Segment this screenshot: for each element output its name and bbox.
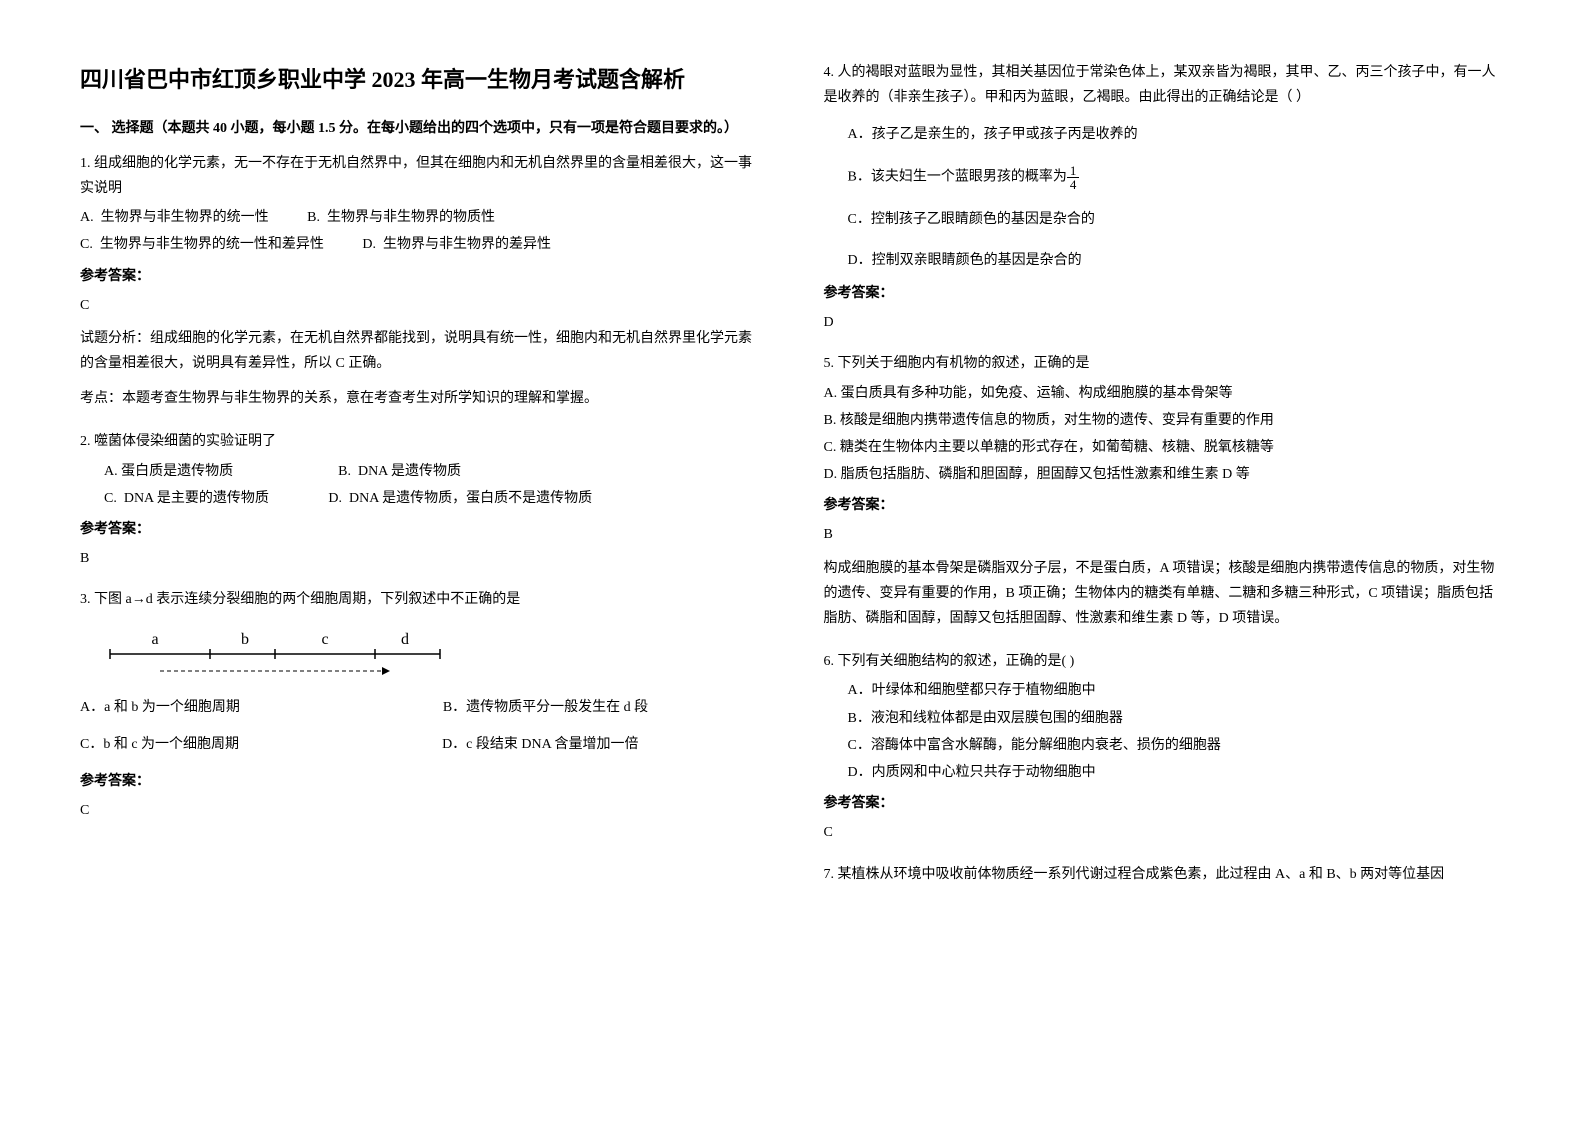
q1-explanation-2: 考点：本题考查生物界与非生物界的关系，意在考查考生对所学知识的理解和掌握。 [80,386,764,411]
left-column: 四川省巴中市红顶乡职业中学 2023 年高一生物月考试题含解析 一、 选择题（本… [80,60,764,1062]
diagram-label-c: c [321,631,328,648]
document-title: 四川省巴中市红顶乡职业中学 2023 年高一生物月考试题含解析 [80,60,764,100]
q1-optC: C. 生物界与非生物界的统一性和差异性 [80,237,324,252]
q3-row1: A．a 和 b 为一个细胞周期 B．遗传物质平分一般发生在 d 段 [80,695,764,720]
q5-answer: B [824,522,1508,547]
q4-optA: A．孩子乙是亲生的，孩子甲或孩子丙是收养的 [848,122,1508,147]
q2-text: 2. 噬菌体侵染细菌的实验证明了 [80,429,764,454]
q3-options: A．a 和 b 为一个细胞周期 B．遗传物质平分一般发生在 d 段 C．b 和 … [80,695,764,757]
q4-optB-fraction: 14 [1067,164,1080,191]
q3-optA: A．a 和 b 为一个细胞周期 [80,700,240,715]
question-5: 5. 下列关于细胞内有机物的叙述，正确的是 A. 蛋白质具有多种功能，如免疫、运… [824,351,1508,641]
q1-optB: B. 生物界与非生物界的物质性 [307,210,495,225]
q3-optD: D．c 段结束 DNA 含量增加一倍 [442,737,638,752]
q6-optA: A．叶绿体和细胞壁都只存于植物细胞中 [848,678,1508,703]
q4-optC: C．控制孩子乙眼睛颜色的基因是杂合的 [848,207,1508,232]
diagram-label-b: b [241,631,249,648]
right-column: 4. 人的褐眼对蓝眼为显性，其相关基因位于常染色体上，某双亲皆为褐眼，其甲、乙、… [824,60,1508,1062]
q5-options: A. 蛋白质具有多种功能，如免疫、运输、构成细胞膜的基本骨架等 B. 核酸是细胞… [824,381,1508,488]
q2-row2: C. DNA 是主要的遗传物质 D. DNA 是遗传物质，蛋白质不是遗传物质 [104,486,764,511]
q4-options: A．孩子乙是亲生的，孩子甲或孩子丙是收养的 B．该夫妇生一个蓝眼男孩的概率为14… [848,122,1508,273]
question-7: 7. 某植株从环境中吸收前体物质经一系列代谢过程合成紫色素，此过程由 A、a 和… [824,862,1508,891]
question-2: 2. 噬菌体侵染细菌的实验证明了 A. 蛋白质是遗传物质 B. DNA 是遗传物… [80,429,764,579]
question-3: 3. 下图 a→d 表示连续分裂细胞的两个细胞周期，下列叙述中不正确的是 a b… [80,587,764,831]
q1-explanation-1: 试题分析：组成细胞的化学元素，在无机自然界都能找到，说明具有统一性，细胞内和无机… [80,326,764,376]
q4-text: 4. 人的褐眼对蓝眼为显性，其相关基因位于常染色体上，某双亲皆为褐眼，其甲、乙、… [824,60,1508,110]
q5-optD: D. 脂质包括脂肪、磷脂和胆固醇，胆固醇又包括性激素和维生素 D 等 [824,462,1508,487]
q6-optC: C．溶酶体中富含水解酶，能分解细胞内衰老、损伤的细胞器 [848,733,1508,758]
q4-optD: D．控制双亲眼睛颜色的基因是杂合的 [848,248,1508,273]
q1-row1: A. 生物界与非生物界的统一性 B. 生物界与非生物界的物质性 [80,205,764,230]
q4-optB-pre: B．该夫妇生一个蓝眼男孩的概率为 [848,169,1067,184]
q2-optD: D. DNA 是遗传物质，蛋白质不是遗传物质 [328,491,592,506]
q1-optD: D. 生物界与非生物界的差异性 [362,237,551,252]
q6-answer: C [824,820,1508,845]
q5-optC: C. 糖类在生物体内主要以单糖的形式存在，如葡萄糖、核糖、脱氧核糖等 [824,435,1508,460]
q1-optA: A. 生物界与非生物界的统一性 [80,210,269,225]
q4-answer-label: 参考答案： [824,281,1508,306]
q6-text: 6. 下列有关细胞结构的叙述，正确的是( ) [824,649,1508,674]
q3-optC: C．b 和 c 为一个细胞周期 [80,737,239,752]
question-4: 4. 人的褐眼对蓝眼为显性，其相关基因位于常染色体上，某双亲皆为褐眼，其甲、乙、… [824,60,1508,343]
q2-answer-label: 参考答案： [80,517,764,542]
q4-frac-num: 1 [1067,164,1080,178]
q3-diagram: a b c d [100,629,764,679]
q5-explanation: 构成细胞膜的基本骨架是磷脂双分子层，不是蛋白质，A 项错误；核酸是细胞内携带遗传… [824,556,1508,632]
q7-text: 7. 某植株从环境中吸收前体物质经一系列代谢过程合成紫色素，此过程由 A、a 和… [824,862,1508,887]
q3-optB: B．遗传物质平分一般发生在 d 段 [443,700,648,715]
q2-row1: A. 蛋白质是遗传物质 B. DNA 是遗传物质 [104,459,764,484]
question-6: 6. 下列有关细胞结构的叙述，正确的是( ) A．叶绿体和细胞壁都只存于植物细胞… [824,649,1508,853]
q2-options: A. 蛋白质是遗传物质 B. DNA 是遗传物质 C. DNA 是主要的遗传物质… [104,459,764,511]
q1-answer-label: 参考答案： [80,264,764,289]
q5-text: 5. 下列关于细胞内有机物的叙述，正确的是 [824,351,1508,376]
section-1-header: 一、 选择题（本题共 40 小题，每小题 1.5 分。在每小题给出的四个选项中，… [80,116,764,141]
q6-optB: B．液泡和线粒体都是由双层膜包围的细胞器 [848,706,1508,731]
q1-text: 1. 组成细胞的化学元素，无一不存在于无机自然界中，但其在细胞内和无机自然界里的… [80,151,764,201]
q1-row2: C. 生物界与非生物界的统一性和差异性 D. 生物界与非生物界的差异性 [80,232,764,257]
diagram-label-a: a [151,631,158,648]
q4-frac-den: 4 [1067,178,1080,191]
q5-answer-label: 参考答案： [824,493,1508,518]
q6-optD: D．内质网和中心粒只共存于动物细胞中 [848,760,1508,785]
q1-options: A. 生物界与非生物界的统一性 B. 生物界与非生物界的物质性 C. 生物界与非… [80,205,764,257]
q3-text: 3. 下图 a→d 表示连续分裂细胞的两个细胞周期，下列叙述中不正确的是 [80,587,764,612]
diagram-label-d: d [401,631,409,648]
q3-answer-label: 参考答案： [80,769,764,794]
q6-answer-label: 参考答案： [824,791,1508,816]
q5-optB: B. 核酸是细胞内携带遗传信息的物质，对生物的遗传、变异有重要的作用 [824,408,1508,433]
q5-optA: A. 蛋白质具有多种功能，如免疫、运输、构成细胞膜的基本骨架等 [824,381,1508,406]
q2-optC: C. DNA 是主要的遗传物质 [104,491,269,506]
question-1: 1. 组成细胞的化学元素，无一不存在于无机自然界中，但其在细胞内和无机自然界里的… [80,151,764,422]
q2-optA: A. 蛋白质是遗传物质 [104,464,233,479]
q2-optB: B. DNA 是遗传物质 [338,464,461,479]
q3-row2: C．b 和 c 为一个细胞周期 D．c 段结束 DNA 含量增加一倍 [80,732,764,757]
q1-answer: C [80,293,764,318]
q6-options: A．叶绿体和细胞壁都只存于植物细胞中 B．液泡和线粒体都是由双层膜包围的细胞器 … [848,678,1508,785]
q2-answer: B [80,546,764,571]
q4-answer: D [824,310,1508,335]
q4-optB-line: B．该夫妇生一个蓝眼男孩的概率为14 [848,164,1508,191]
q3-answer: C [80,798,764,823]
